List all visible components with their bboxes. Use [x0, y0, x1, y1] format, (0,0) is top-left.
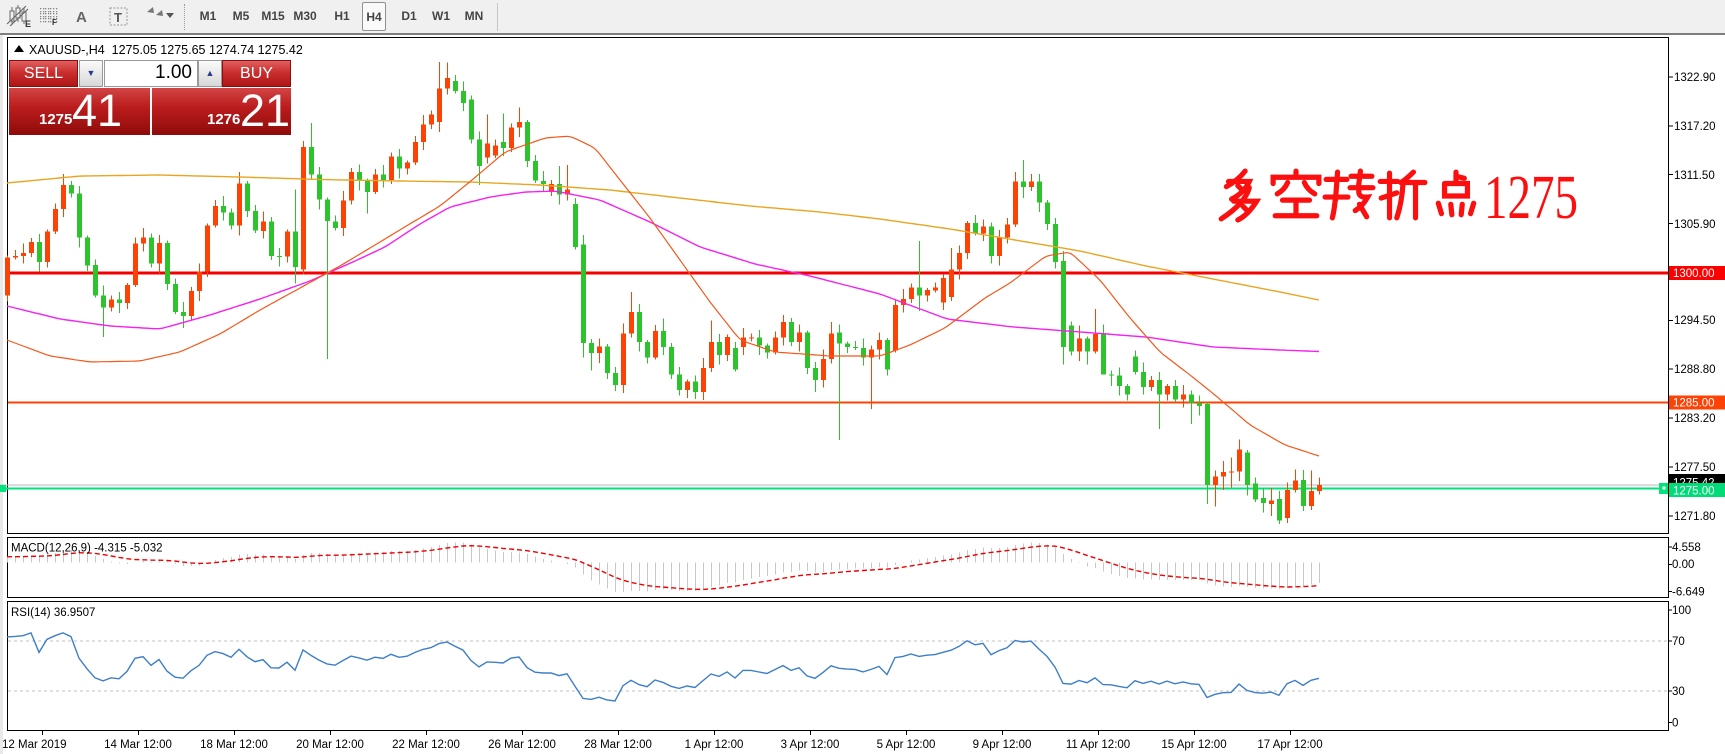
- svg-text:-6.649: -6.649: [1672, 587, 1705, 599]
- svg-text:4.558: 4.558: [1672, 542, 1701, 554]
- svg-text:9 Apr 12:00: 9 Apr 12:00: [973, 739, 1032, 751]
- svg-text:A: A: [76, 9, 87, 26]
- svg-text:14 Mar 12:00: 14 Mar 12:00: [104, 739, 172, 751]
- svg-text:1275: 1275: [1484, 164, 1578, 232]
- svg-text:3 Apr 12:00: 3 Apr 12:00: [781, 739, 840, 751]
- svg-text:1285.00: 1285.00: [1673, 398, 1715, 410]
- svg-text:30: 30: [1672, 686, 1685, 698]
- svg-text:1305.90: 1305.90: [1674, 219, 1716, 231]
- svg-text:MACD(12,26,9) -4.315 -5.032: MACD(12,26,9) -4.315 -5.032: [11, 543, 163, 555]
- svg-text:22 Mar 12:00: 22 Mar 12:00: [392, 739, 460, 751]
- svg-text:0.00: 0.00: [1672, 559, 1694, 571]
- svg-text:1283.20: 1283.20: [1674, 413, 1716, 425]
- svg-text:F: F: [52, 18, 57, 27]
- svg-text:RSI(14) 36.9507: RSI(14) 36.9507: [11, 607, 95, 619]
- svg-text:5 Apr 12:00: 5 Apr 12:00: [877, 739, 936, 751]
- svg-text:26 Mar 12:00: 26 Mar 12:00: [488, 739, 556, 751]
- svg-text:20 Mar 12:00: 20 Mar 12:00: [296, 739, 364, 751]
- svg-text:1300.00: 1300.00: [1673, 268, 1715, 280]
- svg-text:0: 0: [1672, 718, 1678, 730]
- svg-text:18 Mar 12:00: 18 Mar 12:00: [200, 739, 268, 751]
- svg-text:1271.80: 1271.80: [1674, 511, 1716, 523]
- svg-text:28 Mar 12:00: 28 Mar 12:00: [584, 739, 652, 751]
- svg-text:1277.50: 1277.50: [1674, 462, 1716, 474]
- svg-text:E: E: [25, 19, 31, 29]
- svg-text:100: 100: [1672, 605, 1691, 617]
- svg-text:15 Apr 12:00: 15 Apr 12:00: [1161, 739, 1226, 751]
- svg-text:11 Apr 12:00: 11 Apr 12:00: [1066, 739, 1130, 751]
- svg-text:1311.50: 1311.50: [1674, 170, 1715, 182]
- svg-text:17 Apr 12:00: 17 Apr 12:00: [1257, 739, 1322, 751]
- svg-text:1322.90: 1322.90: [1674, 72, 1716, 84]
- svg-text:1275.00: 1275.00: [1673, 486, 1715, 498]
- svg-text:70: 70: [1672, 636, 1685, 648]
- svg-text:12 Mar 2019: 12 Mar 2019: [2, 739, 67, 751]
- svg-text:1288.80: 1288.80: [1674, 364, 1716, 376]
- svg-text:T: T: [114, 10, 122, 25]
- svg-text:1317.20: 1317.20: [1674, 121, 1716, 133]
- svg-text:1294.50: 1294.50: [1674, 315, 1716, 327]
- svg-text:XAUUSD-,H4 1275.05 1275.65 12: XAUUSD-,H4 1275.05 1275.65 1274.74 1275.…: [29, 43, 303, 57]
- svg-text:1 Apr 12:00: 1 Apr 12:00: [685, 739, 744, 751]
